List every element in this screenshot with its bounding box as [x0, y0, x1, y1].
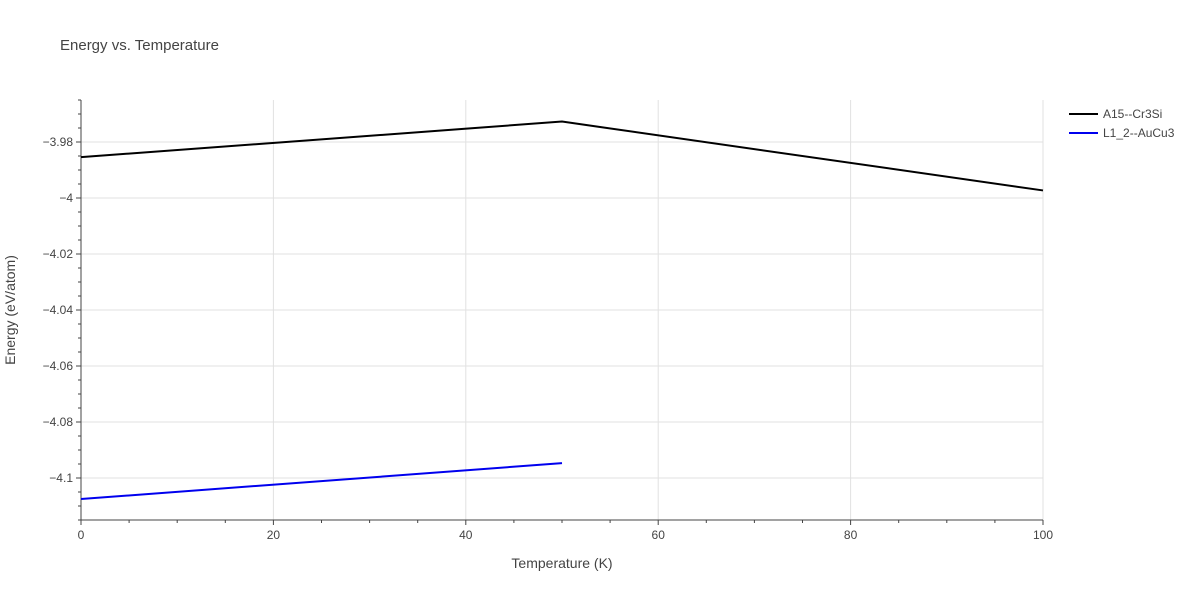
grid	[81, 100, 1044, 520]
y-tick-label: −4.04	[43, 303, 74, 317]
x-tick-label: 0	[78, 528, 85, 542]
axes: 0 20 40 60 80 100 −3.98 −4 −4.02 −4.04 −4.06 −4.08 −…	[43, 99, 1053, 542]
x-tick-label: 40	[459, 528, 473, 542]
y-tick-label: −4.02	[43, 247, 74, 261]
x-axis-title: Temperature (K)	[511, 555, 612, 571]
y-tick-label: −3.98	[43, 135, 74, 149]
legend-label: L1_2--AuCu3	[1103, 126, 1175, 140]
y-tick-label: −4	[59, 191, 73, 205]
legend[interactable]: A15--Cr3Si L1_2--AuCu3	[1069, 107, 1175, 140]
legend-item-1[interactable]: A15--Cr3Si	[1069, 107, 1162, 121]
y-axis-title: Energy (eV/atom)	[2, 255, 18, 365]
y-tick-label: −4.1	[49, 471, 73, 485]
legend-item-2[interactable]: L1_2--AuCu3	[1069, 126, 1175, 140]
series-lines	[80, 120, 1044, 500]
x-tick-label: 100	[1033, 528, 1053, 542]
y-tick-label: −4.08	[43, 415, 74, 429]
series-line-1	[80, 120, 1044, 192]
series-line-2	[80, 462, 563, 500]
x-tick-label: 60	[652, 528, 666, 542]
x-tick-label: 80	[844, 528, 858, 542]
y-tick-label: −4.06	[43, 359, 74, 373]
x-tick-label: 20	[267, 528, 281, 542]
chart-title: Energy vs. Temperature	[60, 37, 219, 54]
legend-label: A15--Cr3Si	[1103, 107, 1162, 121]
